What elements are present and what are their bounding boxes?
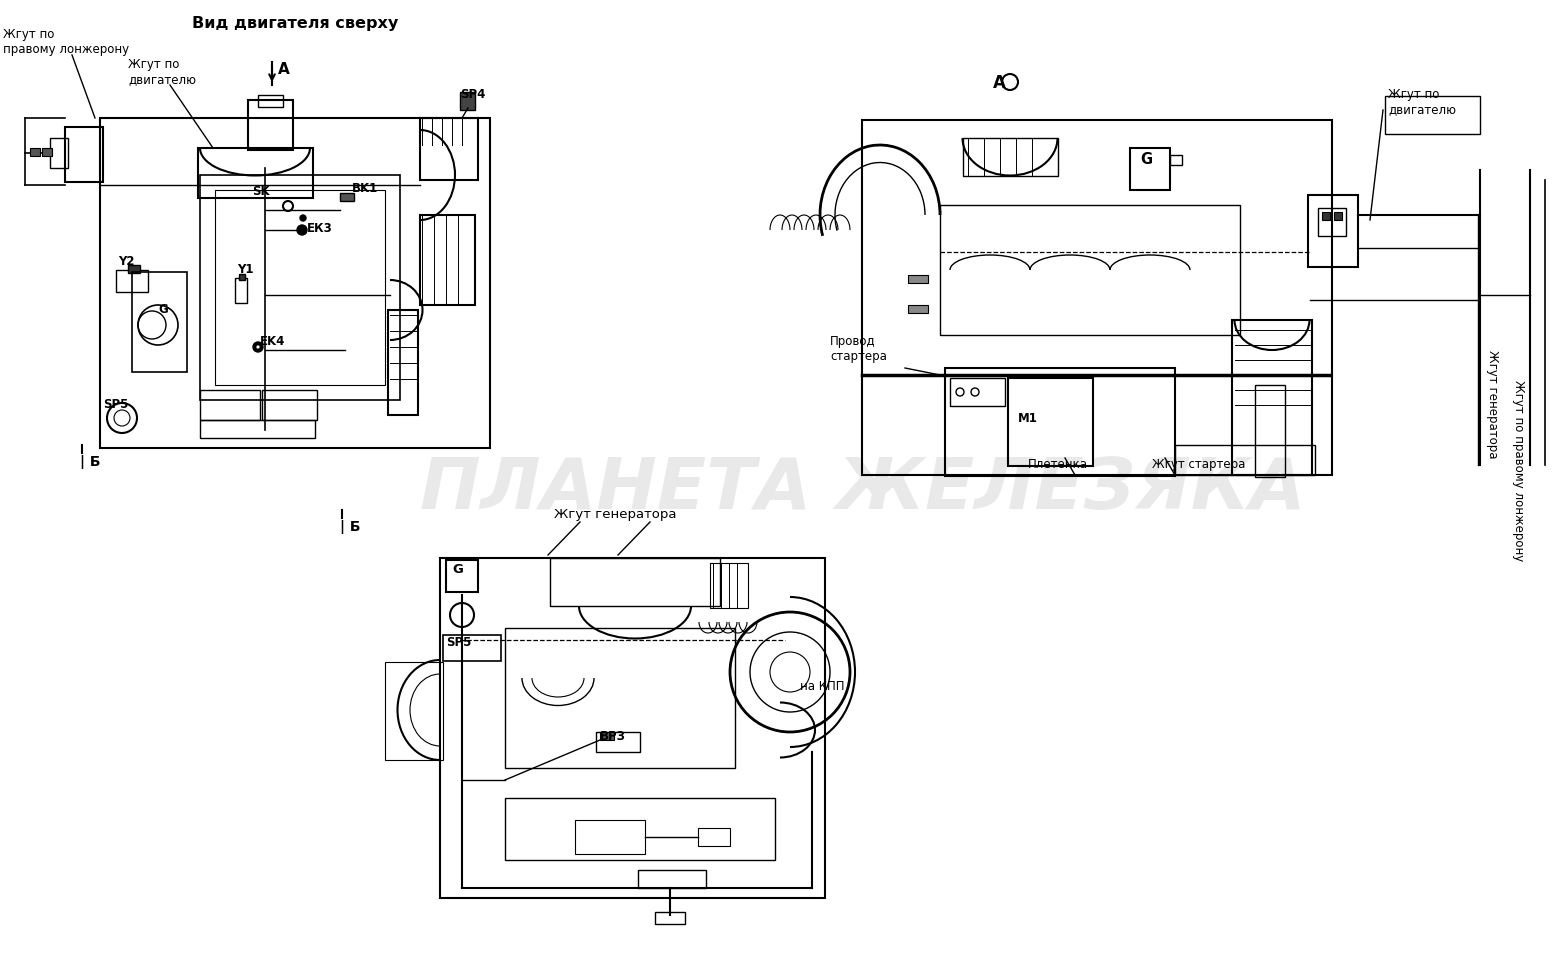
Bar	[698, 828, 730, 846]
Text: SP5: SP5	[103, 398, 129, 411]
Bar	[1130, 148, 1170, 190]
Text: G: G	[1141, 152, 1152, 167]
Text: Жгут по правому лонжерону: Жгут по правому лонжерону	[1512, 380, 1524, 561]
Text: G: G	[159, 303, 168, 316]
Bar	[1009, 378, 1092, 466]
Text: Жгут по
двигателю: Жгут по двигателю	[127, 58, 196, 86]
Bar	[1322, 212, 1330, 220]
Text: Жгут генератора: Жгут генератора	[1486, 350, 1498, 458]
Circle shape	[300, 215, 306, 221]
Bar	[1308, 195, 1358, 267]
Bar	[1333, 212, 1343, 220]
Text: | Б: | Б	[340, 520, 361, 534]
Bar	[420, 118, 479, 180]
Text: SP5: SP5	[446, 636, 471, 649]
Text: А: А	[278, 62, 289, 77]
Bar	[505, 628, 735, 768]
Bar	[639, 870, 706, 888]
Bar	[249, 100, 294, 150]
Circle shape	[297, 225, 308, 235]
Text: ВРЗ: ВРЗ	[600, 730, 626, 743]
Bar	[940, 205, 1240, 335]
Bar	[908, 305, 928, 313]
Bar	[42, 148, 51, 156]
Text: Жгут по
правому лонжерону: Жгут по правому лонжерону	[3, 28, 129, 56]
Bar	[600, 732, 614, 740]
Bar	[214, 190, 385, 385]
Bar	[420, 215, 476, 305]
Bar	[200, 420, 315, 438]
Bar	[862, 120, 1332, 475]
Bar	[1175, 445, 1315, 475]
Bar	[1232, 320, 1312, 475]
Bar	[710, 563, 747, 608]
Bar	[597, 732, 640, 752]
Text: BK1: BK1	[353, 182, 378, 195]
Bar	[388, 310, 418, 415]
Text: ПЛАНЕТА ЖЕЛЕЗЯКА: ПЛАНЕТА ЖЕЛЕЗЯКА	[420, 455, 1305, 524]
Bar	[385, 662, 443, 760]
Bar	[505, 798, 775, 860]
Text: EК3: EК3	[308, 222, 333, 235]
Bar	[200, 175, 399, 400]
Bar	[446, 560, 479, 592]
Text: SK: SK	[252, 185, 270, 198]
Bar	[132, 272, 186, 372]
Circle shape	[253, 342, 263, 352]
Bar	[258, 95, 283, 107]
Bar	[239, 274, 246, 280]
Bar	[654, 912, 685, 924]
Text: А: А	[993, 74, 1005, 92]
Text: Жгут по
двигателю: Жгут по двигателю	[1388, 88, 1456, 116]
Text: | Б: | Б	[79, 455, 101, 469]
Circle shape	[256, 345, 260, 349]
Bar	[963, 138, 1058, 176]
Text: Плетенка: Плетенка	[1029, 458, 1088, 471]
Bar	[200, 390, 260, 420]
Text: Провод
стартера: Провод стартера	[830, 335, 887, 363]
Bar	[99, 118, 490, 448]
Bar	[1385, 96, 1479, 134]
Bar	[340, 193, 354, 201]
Circle shape	[283, 201, 294, 211]
Bar	[127, 265, 140, 273]
Bar	[945, 368, 1175, 476]
Bar	[30, 148, 40, 156]
Text: на КПП: на КПП	[800, 680, 844, 693]
Bar	[50, 138, 68, 168]
Bar	[65, 127, 103, 182]
Circle shape	[1002, 74, 1018, 90]
Bar	[908, 275, 928, 283]
Bar	[443, 635, 500, 661]
Text: Y2: Y2	[118, 255, 135, 268]
Bar	[1318, 208, 1346, 236]
Circle shape	[971, 388, 979, 396]
Bar	[117, 270, 148, 292]
Circle shape	[956, 388, 963, 396]
Bar	[1256, 385, 1285, 477]
Bar	[440, 558, 825, 898]
Text: G: G	[452, 563, 463, 576]
Bar	[235, 278, 247, 303]
Text: Вид двигателя сверху: Вид двигателя сверху	[191, 16, 398, 31]
Bar	[550, 558, 720, 606]
Bar	[1170, 155, 1183, 165]
Bar	[575, 820, 645, 854]
Text: SP4: SP4	[460, 88, 485, 101]
Bar	[949, 378, 1005, 406]
Bar	[197, 148, 312, 198]
Text: EK4: EK4	[260, 335, 286, 348]
Text: Жгут генератора: Жгут генератора	[553, 508, 676, 521]
Bar	[263, 390, 317, 420]
Text: Y1: Y1	[238, 263, 253, 276]
Text: M1: M1	[1018, 412, 1038, 425]
Bar	[460, 92, 476, 110]
Text: Жгут стартера: Жгут стартера	[1152, 458, 1245, 471]
